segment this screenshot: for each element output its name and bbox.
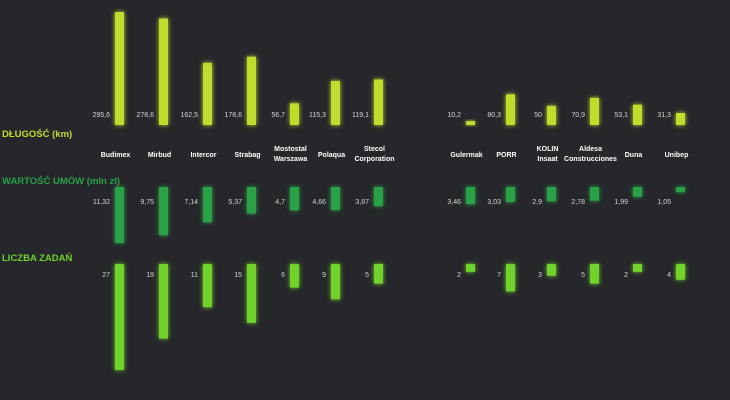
contract-value-value-label-budimex: 11,32 [93, 199, 110, 206]
contract-value-bar-kolin-insaat [547, 187, 556, 202]
task-count-bar-mirbud [159, 264, 168, 339]
contract-value-value-label-porr: 3,03 [487, 199, 501, 206]
contract-value-value-label-strabag: 5,37 [228, 199, 242, 206]
task-count-value-label-mostostal-warszawa: 6 [281, 272, 285, 279]
length-bar-mostostal-warszawa [290, 103, 299, 125]
chart-marks: 295,6 278,6 162,5 178,6 56,7 115,3 119,1 10,2 80… [92, 12, 688, 370]
contract-value-bar-intercor [203, 187, 212, 223]
length-value-label-intercor: 162,5 [180, 112, 198, 119]
task-count-value-label-aldesa-construcciones: 5 [581, 272, 585, 279]
contract-value-bar-aldesa-construcciones [590, 187, 599, 201]
task-count-bar-stecol-corporation [374, 264, 383, 284]
category-label-aldesa-construcciones: Aldesa Construcciones [564, 146, 617, 163]
category-label-intercor: Intercor [190, 152, 216, 159]
length-value-label-stecol-corporation: 119,1 [352, 112, 369, 119]
length-bar-aldesa-construcciones [590, 97, 599, 125]
contract-value-value-label-mirbud: 9,75 [140, 199, 154, 206]
length-value-label-aldesa-construcciones: 70,9 [571, 112, 585, 119]
category-label-gulermak: Gulermak [450, 152, 482, 159]
contract-value-value-label-aldesa-construcciones: 2,78 [571, 199, 585, 206]
length-value-label-porr: 80,3 [487, 112, 501, 119]
task-count-value-label-strabag: 15 [234, 272, 242, 279]
category-label-porr: PORR [496, 152, 516, 159]
contract-value-value-label-kolin-insaat: 2,9 [532, 199, 542, 206]
task-count-section-title: LICZBA ZADAŃ [2, 253, 72, 264]
contract-value-value-label-intercor: 7,14 [184, 199, 198, 206]
length-bar-kolin-insaat [547, 105, 556, 125]
contract-value-bar-duna [633, 187, 642, 197]
length-bar-duna [633, 104, 642, 125]
task-count-value-label-kolin-insaat: 3 [538, 272, 542, 279]
task-count-value-label-porr: 7 [497, 272, 501, 279]
length-bar-gulermak [466, 121, 475, 125]
contract-value-value-label-stecol-corporation: 3,87 [355, 199, 369, 206]
length-section-title: DŁUGOŚĆ (km) [2, 128, 72, 140]
contract-value-value-label-duna: 1,99 [614, 199, 628, 206]
category-label-polaqua: Polaqua [318, 152, 345, 159]
task-count-bar-porr [506, 264, 515, 292]
contract-value-value-label-polaqua: 4,66 [312, 199, 326, 206]
contract-value-bar-polaqua [331, 187, 340, 211]
length-bar-budimex [115, 12, 124, 125]
task-count-value-label-stecol-corporation: 5 [365, 272, 369, 279]
length-value-label-kolin-insaat: 50 [534, 112, 542, 119]
task-count-bar-gulermak [466, 264, 475, 272]
task-count-value-label-polaqua: 9 [322, 272, 326, 279]
task-count-bar-budimex [115, 264, 124, 370]
length-value-label-mostostal-warszawa: 56,7 [271, 112, 285, 119]
length-bar-unibep [676, 113, 685, 125]
category-label-stecol-corporation: Stecol Corporation [354, 146, 394, 163]
task-count-bar-strabag [247, 264, 256, 323]
task-count-bar-polaqua [331, 264, 340, 300]
section-task-count: LICZBA ZADAŃ [0, 253, 730, 265]
task-count-value-label-duna: 2 [624, 272, 628, 279]
task-count-bar-duna [633, 264, 642, 272]
contract-value-bar-mostostal-warszawa [290, 187, 299, 211]
task-count-bar-kolin-insaat [547, 264, 556, 276]
task-count-value-label-gulermak: 2 [457, 272, 461, 279]
category-label-budimex: Budimex [101, 152, 131, 159]
length-value-label-gulermak: 10,2 [447, 112, 461, 119]
contract-value-section-title: WARTOŚĆ UMÓW (mln zł) [2, 175, 120, 187]
task-count-bar-unibep [676, 264, 685, 280]
category-label-mirbud: Mirbud [148, 152, 171, 159]
contract-value-bar-gulermak [466, 187, 475, 205]
task-count-value-label-budimex: 27 [102, 272, 110, 279]
task-count-value-label-intercor: 11 [191, 272, 198, 279]
length-value-label-polaqua: 115,3 [309, 112, 326, 119]
section-contract-value: WARTOŚĆ UMÓW (mln zł) [0, 175, 730, 188]
category-label-kolin-insaat: KOLIN Insaat [537, 146, 559, 163]
length-bar-strabag [247, 56, 256, 125]
length-bar-polaqua [331, 80, 340, 125]
contract-value-bar-unibep [676, 187, 685, 193]
category-label-duna: Duna [625, 152, 643, 159]
contract-value-value-label-gulermak: 3,46 [447, 199, 461, 206]
length-bar-intercor [203, 62, 212, 125]
length-value-label-unibep: 31,3 [657, 112, 671, 119]
category-label-unibep: Unibep [665, 152, 689, 159]
length-value-label-budimex: 295,6 [92, 112, 110, 119]
contract-value-bar-porr [506, 187, 515, 202]
contract-value-value-label-unibep: 1,05 [657, 199, 671, 206]
length-value-label-duna: 53,1 [614, 112, 628, 119]
category-label-mostostal-warszawa: Mostostal Warszawa [274, 146, 308, 163]
contract-value-bar-budimex [115, 187, 124, 243]
section-length: DŁUGOŚĆ (km) [0, 124, 730, 140]
length-bar-porr [506, 94, 515, 125]
contract-value-bar-mirbud [159, 187, 168, 236]
category-label-strabag: Strabag [234, 152, 260, 159]
task-count-bar-intercor [203, 264, 212, 308]
length-value-label-mirbud: 278,6 [136, 112, 154, 119]
task-count-value-label-mirbud: 19 [146, 272, 154, 279]
contract-value-bar-stecol-corporation [374, 187, 383, 207]
contract-value-bar-strabag [247, 187, 256, 214]
task-count-value-label-unibep: 4 [667, 272, 671, 279]
length-value-label-strabag: 178,6 [224, 112, 242, 119]
task-count-bar-mostostal-warszawa [290, 264, 299, 288]
length-bar-mirbud [159, 18, 168, 125]
length-bar-stecol-corporation [374, 79, 383, 125]
task-count-bar-aldesa-construcciones [590, 264, 599, 284]
contract-value-value-label-mostostal-warszawa: 4,7 [275, 199, 285, 206]
